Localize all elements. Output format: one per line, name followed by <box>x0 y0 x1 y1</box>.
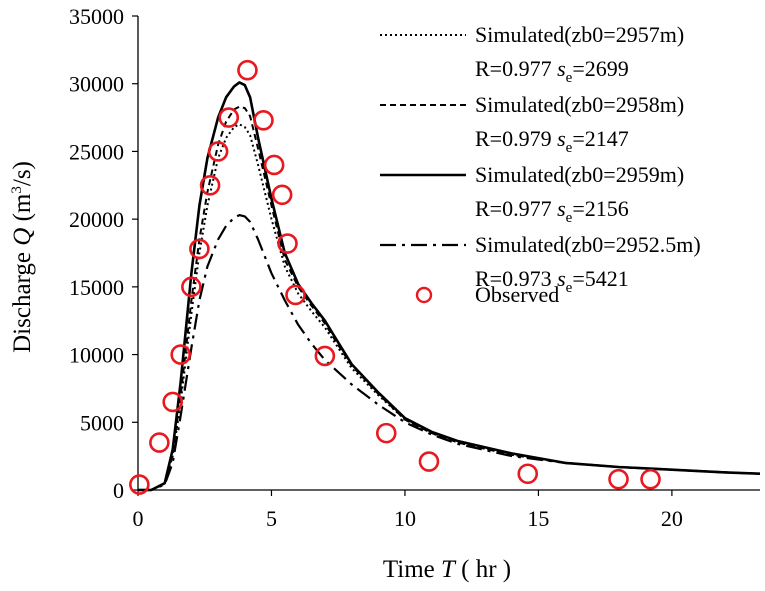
series-line-3 <box>138 81 761 492</box>
x-tick-label: 5 <box>266 506 277 531</box>
observed-point <box>277 233 298 254</box>
observed-point <box>181 276 202 298</box>
legend-stats-r: R=0.977 <box>475 56 557 81</box>
legend-stats-s: s <box>557 266 566 291</box>
x-tick-label: 20 <box>661 506 683 531</box>
observed-point <box>418 451 440 472</box>
y-axis-title-unit-close: /s) <box>9 161 36 186</box>
x-axis-title-unit: ( hr ) <box>455 556 511 583</box>
legend-label-3: Simulated(zb0=2959m) <box>475 162 684 187</box>
legend-label-observed: Observed <box>475 282 559 307</box>
y-tick-label: 35000 <box>69 4 124 29</box>
observed-point <box>271 184 293 206</box>
y-axis-title-unit-open: (m <box>9 193 36 228</box>
legend-stats-value: =2699 <box>572 56 628 81</box>
observed-point <box>263 154 285 176</box>
observed-point <box>314 345 336 367</box>
observed-point <box>517 463 539 485</box>
axes: 0 5 10 15 20 0 5000 10000 15000 20000 25000 30000 35… <box>69 4 760 531</box>
observed-point <box>285 284 306 306</box>
legend-stats-value: =2147 <box>572 126 628 151</box>
series-line-2 <box>138 105 761 491</box>
y-tick-label: 25000 <box>69 139 124 164</box>
legend-stats-r: R=0.979 <box>475 126 557 151</box>
legend-label-1: Simulated(zb0=2957m) <box>475 22 684 47</box>
observed-point <box>207 141 229 162</box>
legend-stats-sub: e <box>566 140 573 156</box>
observed-point <box>199 174 221 196</box>
legend-label-2: Simulated(zb0=2958m) <box>475 92 684 117</box>
series-line-4 <box>138 214 761 492</box>
y-tick-label: 15000 <box>69 275 124 300</box>
legend-stats-value: =5421 <box>572 266 628 291</box>
legend-stats-value: =2156 <box>572 196 628 221</box>
legend-label-4: Simulated(zb0=2952.5m) <box>475 232 701 257</box>
legend-swatch-observed <box>415 286 433 304</box>
x-tick-label: 0 <box>133 506 144 531</box>
y-axis-title: Discharge Q (m3/s) <box>9 161 36 353</box>
legend-stats-3: R=0.977 se=2156 <box>475 196 629 226</box>
x-axis-title-symbol: T <box>441 556 457 583</box>
legend-stats-sub: e <box>566 210 573 226</box>
x-tick-label: 10 <box>394 506 416 531</box>
observed-point <box>608 468 629 490</box>
observed-point <box>189 238 210 260</box>
y-tick-label: 10000 <box>69 343 124 368</box>
y-tick-label: 30000 <box>69 72 124 97</box>
observed-point <box>375 422 397 444</box>
y-axis-title-prefix: Discharge <box>9 246 36 353</box>
x-axis-title: Time T ( hr ) <box>383 556 511 583</box>
series-layer <box>138 81 761 492</box>
observed-point <box>640 468 661 490</box>
observed-point <box>162 391 184 413</box>
legend-stats-r: R=0.977 <box>475 196 557 221</box>
observed-point <box>170 344 192 365</box>
legend-stats-s: s <box>557 126 566 151</box>
legend: Simulated(zb0=2957m)R=0.977 se=2699Simul… <box>380 22 701 307</box>
observed-point <box>253 109 274 131</box>
observed-point <box>129 474 150 495</box>
observed-point <box>149 432 170 453</box>
legend-stats-r: R=0.973 <box>475 266 557 291</box>
x-axis-title-prefix: Time <box>383 556 441 583</box>
legend-stats-s: s <box>557 196 566 221</box>
legend-stats-1: R=0.977 se=2699 <box>475 56 629 86</box>
legend-stats-4: R=0.973 se=5421 <box>475 266 629 296</box>
y-tick-label: 0 <box>113 478 124 503</box>
legend-stats-s: s <box>557 56 566 81</box>
observed-points <box>129 59 661 495</box>
y-axis-title-unit-sup: 3 <box>9 186 25 194</box>
legend-stats-sub: e <box>566 70 573 86</box>
y-axis-title-symbol: Q <box>9 228 36 246</box>
observed-point <box>218 107 240 128</box>
y-tick-label: 20000 <box>69 207 124 232</box>
legend-stats-sub: e <box>566 280 573 296</box>
y-tick-label: 5000 <box>80 410 124 435</box>
legend-stats-2: R=0.979 se=2147 <box>475 126 629 156</box>
x-tick-label: 15 <box>527 506 549 531</box>
observed-point <box>237 59 258 81</box>
